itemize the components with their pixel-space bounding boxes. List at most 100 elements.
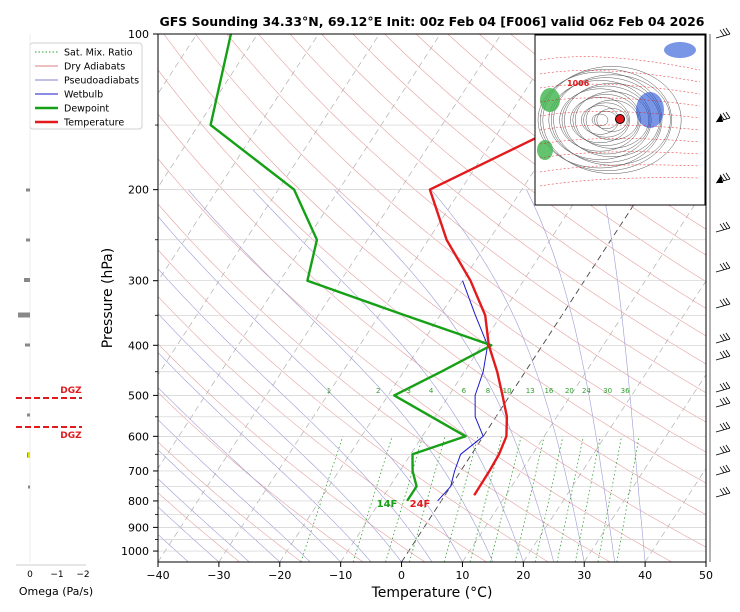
dry-adiabat (158, 69, 706, 516)
mixing-ratio-label: 36 (621, 387, 630, 395)
mixing-ratio-line (490, 436, 522, 562)
pseudoadiabat (158, 478, 250, 562)
mixing-ratio-label: 8 (486, 387, 490, 395)
mixing-ratio-line (574, 436, 601, 562)
legend-entry: Dry Adiabats (64, 62, 125, 73)
wind-barb (715, 355, 731, 361)
y-tick-label: 500 (128, 389, 149, 402)
pseudoadiabat (526, 189, 615, 562)
pseudoadiabat (158, 449, 281, 562)
wind-barbs (709, 27, 731, 562)
background-lines (158, 34, 706, 562)
x-tick-label: −30 (207, 569, 230, 582)
wind-barb (715, 470, 731, 476)
omega-bar (28, 452, 30, 458)
isotherm (158, 34, 258, 188)
dry-adiabat (158, 492, 240, 562)
pseudoadiabat (430, 189, 585, 562)
isotherm (218, 34, 563, 562)
dry-adiabat (158, 249, 549, 562)
legend-entry: Sat. Mix. Ratio (64, 48, 133, 59)
y-tick-label: 600 (128, 430, 149, 443)
omega-bar (26, 238, 30, 242)
wind-barb (715, 387, 731, 393)
isotherm (462, 186, 706, 562)
mixing-ratio-label: 3 (406, 387, 410, 395)
wind-barb (715, 338, 731, 344)
pseudoadiabat (252, 189, 524, 562)
x-tick-label: 0 (398, 569, 405, 582)
x-axis-ticks: −40 −30 −20 −10 0 10 20 30 40 50 (146, 562, 713, 582)
mixing-ratio-label: 1 (327, 387, 331, 395)
omega-bar (28, 485, 30, 489)
dry-adiabat (226, 34, 706, 423)
series-temperature (428, 34, 564, 496)
pseudoadiabat (333, 189, 555, 562)
mixing-ratio-label: 13 (526, 387, 535, 395)
plot-frame (157, 33, 707, 563)
mixing-ratio-line (443, 436, 479, 562)
mixing-ratio-line (514, 436, 545, 562)
mixing-ratio-label: 10 (503, 387, 512, 395)
isotherm (644, 467, 706, 562)
wind-barb (715, 427, 731, 433)
mixing-ratio-line (556, 436, 584, 562)
mixing-ratio-label: 4 (429, 387, 434, 395)
omega-panel: 0 −1 −2 Omega (Pa/s) DGZ DGZ (16, 34, 93, 598)
pseudoadiabat (158, 215, 463, 562)
x-tick-label: 20 (516, 569, 530, 582)
surface-dewpoint-label: 14F (377, 499, 398, 510)
y-tick-label: 100 (128, 28, 149, 41)
omega-bars (18, 188, 30, 489)
omega-bar (18, 312, 30, 318)
mixing-ratio-line (385, 436, 424, 562)
y-tick-label: 400 (128, 339, 149, 352)
mixing-ratio-line (409, 436, 446, 562)
surface-temperature-label: 24F (410, 499, 431, 510)
omega-bar (27, 413, 30, 417)
dry-adiabat (384, 34, 706, 282)
wind-barb (715, 227, 731, 233)
dry-adiabat (158, 203, 611, 562)
dry-adiabat (163, 34, 706, 484)
mixing-ratio-label: 30 (603, 387, 612, 395)
dgz-bottom-label: DGZ (60, 431, 82, 441)
pseudoadiabat (602, 189, 646, 562)
x-tick-label: 30 (577, 569, 591, 582)
mixing-ratio-label: 20 (565, 387, 574, 395)
mixing-ratio-labels: 1 2 3 4 6 8 10 13 16 20 24 30 36 (327, 387, 630, 395)
isotherm (158, 34, 441, 469)
x-tick-label: −40 (146, 569, 169, 582)
wind-barb (715, 450, 731, 456)
wind-barb (715, 402, 731, 408)
sounding-location-marker (615, 114, 625, 124)
x-tick-label: −10 (329, 569, 352, 582)
y-tick-label: 800 (128, 495, 149, 508)
dgz-top-label: DGZ (60, 386, 82, 396)
dry-adiabat (158, 296, 487, 562)
inset-map-contour-label: 1006 (567, 79, 590, 88)
omega-tick-minus2: −2 (76, 570, 89, 580)
pseudoadiabat (158, 506, 220, 562)
mixing-ratio-line (616, 436, 640, 562)
dry-adiabat (158, 391, 364, 562)
y-tick-label: 900 (128, 521, 149, 534)
dry-adiabat (352, 34, 706, 309)
legend-entry: Dewpoint (64, 104, 109, 115)
dry-adiabat (258, 34, 706, 394)
dry-adiabat (289, 34, 706, 365)
x-tick-label: 10 (455, 569, 469, 582)
y-axis-label: Pressure (hPa) (100, 248, 116, 348)
dry-adiabat (158, 441, 302, 562)
omega-tick-0: 0 (27, 570, 33, 580)
omega-bar (25, 343, 30, 347)
omega-tick-minus1: −1 (50, 570, 63, 580)
inset-map: 1006 (534, 34, 706, 206)
series-layer (209, 34, 564, 502)
isotherm (158, 34, 380, 376)
dry-adiabat (158, 158, 673, 562)
mixing-ratio-line (597, 436, 622, 562)
pseudoadiabat (158, 313, 402, 562)
dry-adiabat (415, 34, 706, 256)
